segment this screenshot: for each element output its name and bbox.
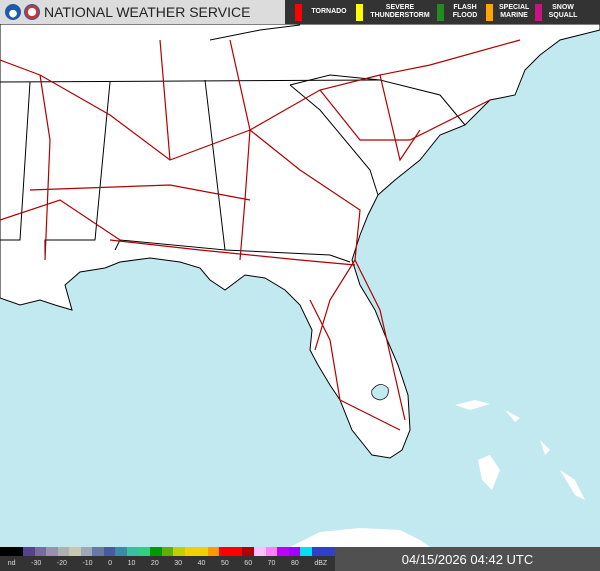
color-bar-segment (46, 547, 58, 556)
scale-tick-label: 50 (220, 560, 229, 567)
color-bar-segment (115, 547, 128, 556)
color-bar (0, 547, 335, 556)
color-bar-segment (184, 547, 197, 556)
legend-label: SNOW SQUALL (548, 4, 578, 19)
color-bar-segment (173, 547, 185, 556)
scale-tick-label: -30 (31, 560, 42, 567)
app-title: NATIONAL WEATHER SERVICE (44, 4, 251, 20)
color-bar-segment (0, 547, 12, 556)
warning-legend: TORNADO SEVERE THUNDERSTORM FLASH FLOOD SPE… (285, 0, 600, 24)
scale-ticks: nd -30 -20 -10 0 10 20 30 40 50 60 70 80 dBZ (0, 556, 335, 571)
scale-tick-label: 20 (150, 560, 159, 567)
footer: nd -30 -20 -10 0 10 20 30 40 50 60 70 80 dBZ 04/15/20… (0, 547, 600, 571)
color-bar-segment (57, 547, 70, 556)
color-bar-segment (80, 547, 93, 556)
legend-label: SEVERE THUNDERSTORM (370, 4, 430, 19)
legend-item: TORNADO (295, 3, 350, 21)
scale-tick-label: 10 (127, 560, 136, 567)
legend-item: FLASH FLOOD (437, 3, 480, 21)
color-bar-segment (23, 547, 35, 556)
timestamp: 04/15/2026 04:42 UTC (335, 547, 600, 571)
color-bar-segment (230, 547, 243, 556)
reflectivity-scale: nd -30 -20 -10 0 10 20 30 40 50 60 70 80 dBZ (0, 547, 335, 571)
color-bar-segment (254, 547, 266, 556)
bahamas (455, 400, 585, 500)
legend-swatch (535, 3, 542, 21)
legend-label: FLASH FLOOD (452, 4, 478, 19)
color-bar-segment (161, 547, 174, 556)
color-bar-segment (219, 547, 231, 556)
scale-tick-label: 70 (267, 560, 276, 567)
legend-item: SEVERE THUNDERSTORM (356, 3, 431, 21)
color-bar-segment (300, 547, 312, 556)
scale-tick-label: nd (7, 560, 16, 567)
legend-label: SPECIAL MARINE (499, 4, 530, 19)
scale-tick-label: 80 (290, 560, 299, 567)
color-bar-segment (103, 547, 116, 556)
legend-swatch (295, 3, 302, 21)
noaa-logo-icon (5, 4, 21, 20)
scale-tick-label: 40 (197, 560, 206, 567)
color-bar-segment (311, 547, 324, 556)
color-bar-segment (69, 547, 81, 556)
legend-item: SPECIAL MARINE (486, 3, 530, 21)
color-bar-segment (92, 547, 104, 556)
scale-tick-label: -20 (56, 560, 67, 567)
color-bar-segment (127, 547, 139, 556)
nws-logo-icon (24, 4, 40, 20)
color-bar-segment (11, 547, 24, 556)
land-mainland (0, 23, 600, 459)
color-bar-segment (196, 547, 208, 556)
legend-swatch (356, 3, 363, 21)
color-bar-segment (288, 547, 301, 556)
lake-okeechobee (371, 384, 389, 401)
color-bar-segment (138, 547, 151, 556)
scale-tick-label: 0 (108, 560, 113, 567)
scale-tick-label: -10 (82, 560, 93, 567)
color-bar-segment (207, 547, 220, 556)
color-bar-segment (323, 547, 335, 556)
legend-swatch (437, 3, 444, 21)
legend-label: TORNADO (311, 8, 347, 15)
color-bar-segment (277, 547, 289, 556)
color-bar-segment (150, 547, 162, 556)
color-bar-segment (265, 547, 278, 556)
color-bar-segment (242, 547, 255, 556)
legend-swatch (486, 3, 493, 21)
roads (0, 39, 521, 431)
scale-tick-label: 30 (174, 560, 183, 567)
color-bar-segment (34, 547, 47, 556)
header-brand: NATIONAL WEATHER SERVICE (0, 0, 285, 24)
scale-tick-label: dBZ (314, 560, 328, 567)
legend-item: SNOW SQUALL (535, 3, 578, 21)
cuba (290, 528, 430, 547)
header: NATIONAL WEATHER SERVICE TORNADO SEVERE T… (0, 0, 600, 24)
scale-tick-label: 60 (244, 560, 253, 567)
